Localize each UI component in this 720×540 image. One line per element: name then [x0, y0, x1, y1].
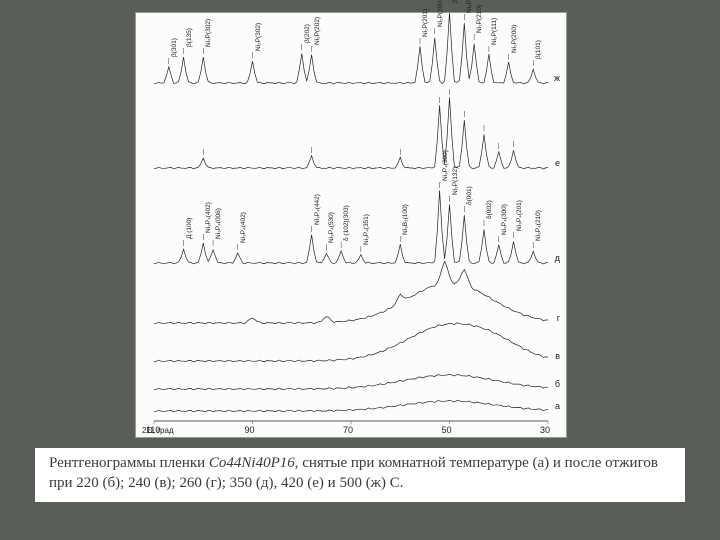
peak-label: Ni₃P(132) — [452, 167, 459, 195]
curve-e — [154, 97, 548, 169]
x-tick: 110 — [146, 425, 160, 435]
x-tick: 70 — [343, 425, 353, 435]
curve-label-zh: ж — [554, 73, 560, 83]
curve-label-b: б — [555, 379, 560, 389]
curve-label-v: в — [555, 351, 560, 361]
peak-label: Ni₃P₄(300) — [501, 204, 508, 235]
peak-label: δ(001) — [466, 186, 473, 205]
peak-label: β(202) — [304, 24, 311, 43]
peak-label: δ(002) — [486, 200, 493, 219]
peak-label: Ni₂P(302) — [255, 23, 262, 51]
peak-label: Ni₂P(201) — [422, 9, 429, 37]
x-tick: 50 — [442, 425, 452, 435]
caption-formula: Co44Ni40P16 — [209, 455, 295, 471]
peak-label: Ni₂P(200) — [511, 25, 518, 53]
curve-b — [154, 374, 548, 390]
peak-label: Ni₃P₄(402) — [240, 212, 247, 243]
peak-label: Д (100) — [186, 218, 193, 239]
figure-caption: Рентгенограммы пленки Co44Ni40P16, сняты… — [35, 448, 685, 502]
peak-label: Ni₃P₄(351) — [363, 214, 370, 245]
curve-label-d: д — [555, 253, 560, 263]
curve-a — [154, 400, 548, 412]
peak-label: β(135) — [186, 28, 193, 47]
peak-label: Ni₃P₄(210) — [535, 210, 542, 241]
xrd-chart: абвгдД (100)Ni₃P₄(402)Ni₃P₄(006)Ni₃P₄(40… — [135, 12, 567, 438]
x-tick: 30 — [540, 425, 550, 435]
peak-label: Ni₃P₄(530) — [328, 212, 335, 243]
curve-label-e: е — [555, 158, 560, 168]
peak-label: Ni₃P₄(442) — [314, 194, 321, 225]
peak-label: β(002) — [452, 0, 459, 3]
x-axis: 2Θ, град 11090705030 — [136, 421, 566, 435]
peak-label: Ni₂P(111) — [491, 18, 498, 45]
peak-label: Ni₃P₄(402) — [205, 202, 212, 233]
curve-label-a: а — [555, 401, 560, 411]
peak-label: Ni₂P(300,002) — [437, 0, 444, 27]
peak-label: Ni₂P(210) — [476, 5, 483, 33]
x-tick: 90 — [245, 425, 255, 435]
curve-v — [154, 323, 548, 362]
peak-label: δ (102)(303) — [343, 205, 350, 241]
caption-prefix: Рентгенограммы пленки — [49, 455, 209, 471]
curve-g — [154, 261, 548, 324]
peak-label: Ni₃P₄(201) — [516, 200, 523, 231]
peak-label: β(101) — [535, 40, 542, 59]
peak-label: Ni₃B₂(100) — [402, 204, 409, 235]
peak-label: β(301) — [171, 38, 178, 57]
peak-label: Ni₃P₄(006) — [215, 208, 222, 239]
curve-label-g: г — [557, 313, 560, 323]
peak-label: Ni₂P(202) — [314, 17, 321, 45]
peak-label: Ni₂P(003) — [466, 0, 473, 13]
peak-label: Ni₃P₄(300) — [442, 150, 449, 181]
peak-label: Ni₂P(302) — [205, 19, 212, 47]
